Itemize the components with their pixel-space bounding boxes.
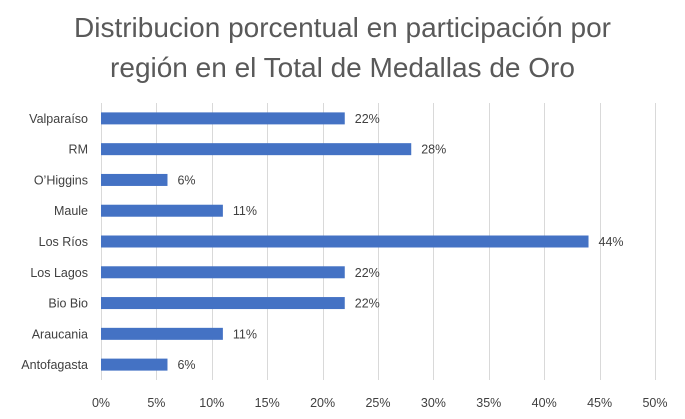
chart-title-line-1: Distribucion porcentual en participación… bbox=[74, 12, 611, 43]
bar bbox=[101, 358, 168, 371]
x-tick-label: 15% bbox=[255, 396, 280, 410]
category-label: O’Higgins bbox=[34, 173, 88, 187]
category-label: Antofagasta bbox=[21, 358, 88, 372]
chart-title-line-2: región en el Total de Medallas de Oro bbox=[110, 52, 575, 83]
bar bbox=[101, 297, 345, 310]
category-label: Valparaíso bbox=[29, 112, 88, 126]
bar bbox=[101, 327, 223, 340]
x-tick-label: 50% bbox=[642, 396, 667, 410]
x-tick-label: 35% bbox=[476, 396, 501, 410]
category-label: Maule bbox=[54, 204, 88, 218]
x-tick-label: 25% bbox=[365, 396, 390, 410]
x-tick-label: 45% bbox=[587, 396, 612, 410]
bar bbox=[101, 266, 345, 279]
data-label: 44% bbox=[599, 235, 624, 249]
data-label: 11% bbox=[233, 204, 257, 218]
data-label: 22% bbox=[355, 112, 380, 126]
data-label: 6% bbox=[177, 173, 195, 187]
data-label: 11% bbox=[233, 327, 257, 341]
data-label: 22% bbox=[355, 297, 380, 311]
data-label: 22% bbox=[355, 266, 380, 280]
x-tick-label: 0% bbox=[92, 396, 110, 410]
category-label: Araucania bbox=[32, 327, 88, 341]
x-tick-label: 30% bbox=[421, 396, 446, 410]
chart-title: Distribucion porcentual en participación… bbox=[0, 8, 685, 88]
category-label: Los Lagos bbox=[30, 266, 88, 280]
bar bbox=[101, 143, 412, 156]
x-tick-label: 40% bbox=[532, 396, 557, 410]
bar bbox=[101, 235, 589, 248]
category-label: RM bbox=[69, 143, 88, 157]
category-label: Bio Bio bbox=[48, 297, 88, 311]
bar bbox=[101, 173, 168, 186]
data-label: 6% bbox=[177, 358, 195, 372]
bar bbox=[101, 112, 345, 125]
x-tick-label: 10% bbox=[199, 396, 224, 410]
data-label: 28% bbox=[421, 143, 446, 157]
x-tick-label: 20% bbox=[310, 396, 335, 410]
x-tick-label: 5% bbox=[147, 396, 165, 410]
bar bbox=[101, 204, 223, 217]
category-label: Los Ríos bbox=[39, 235, 88, 249]
